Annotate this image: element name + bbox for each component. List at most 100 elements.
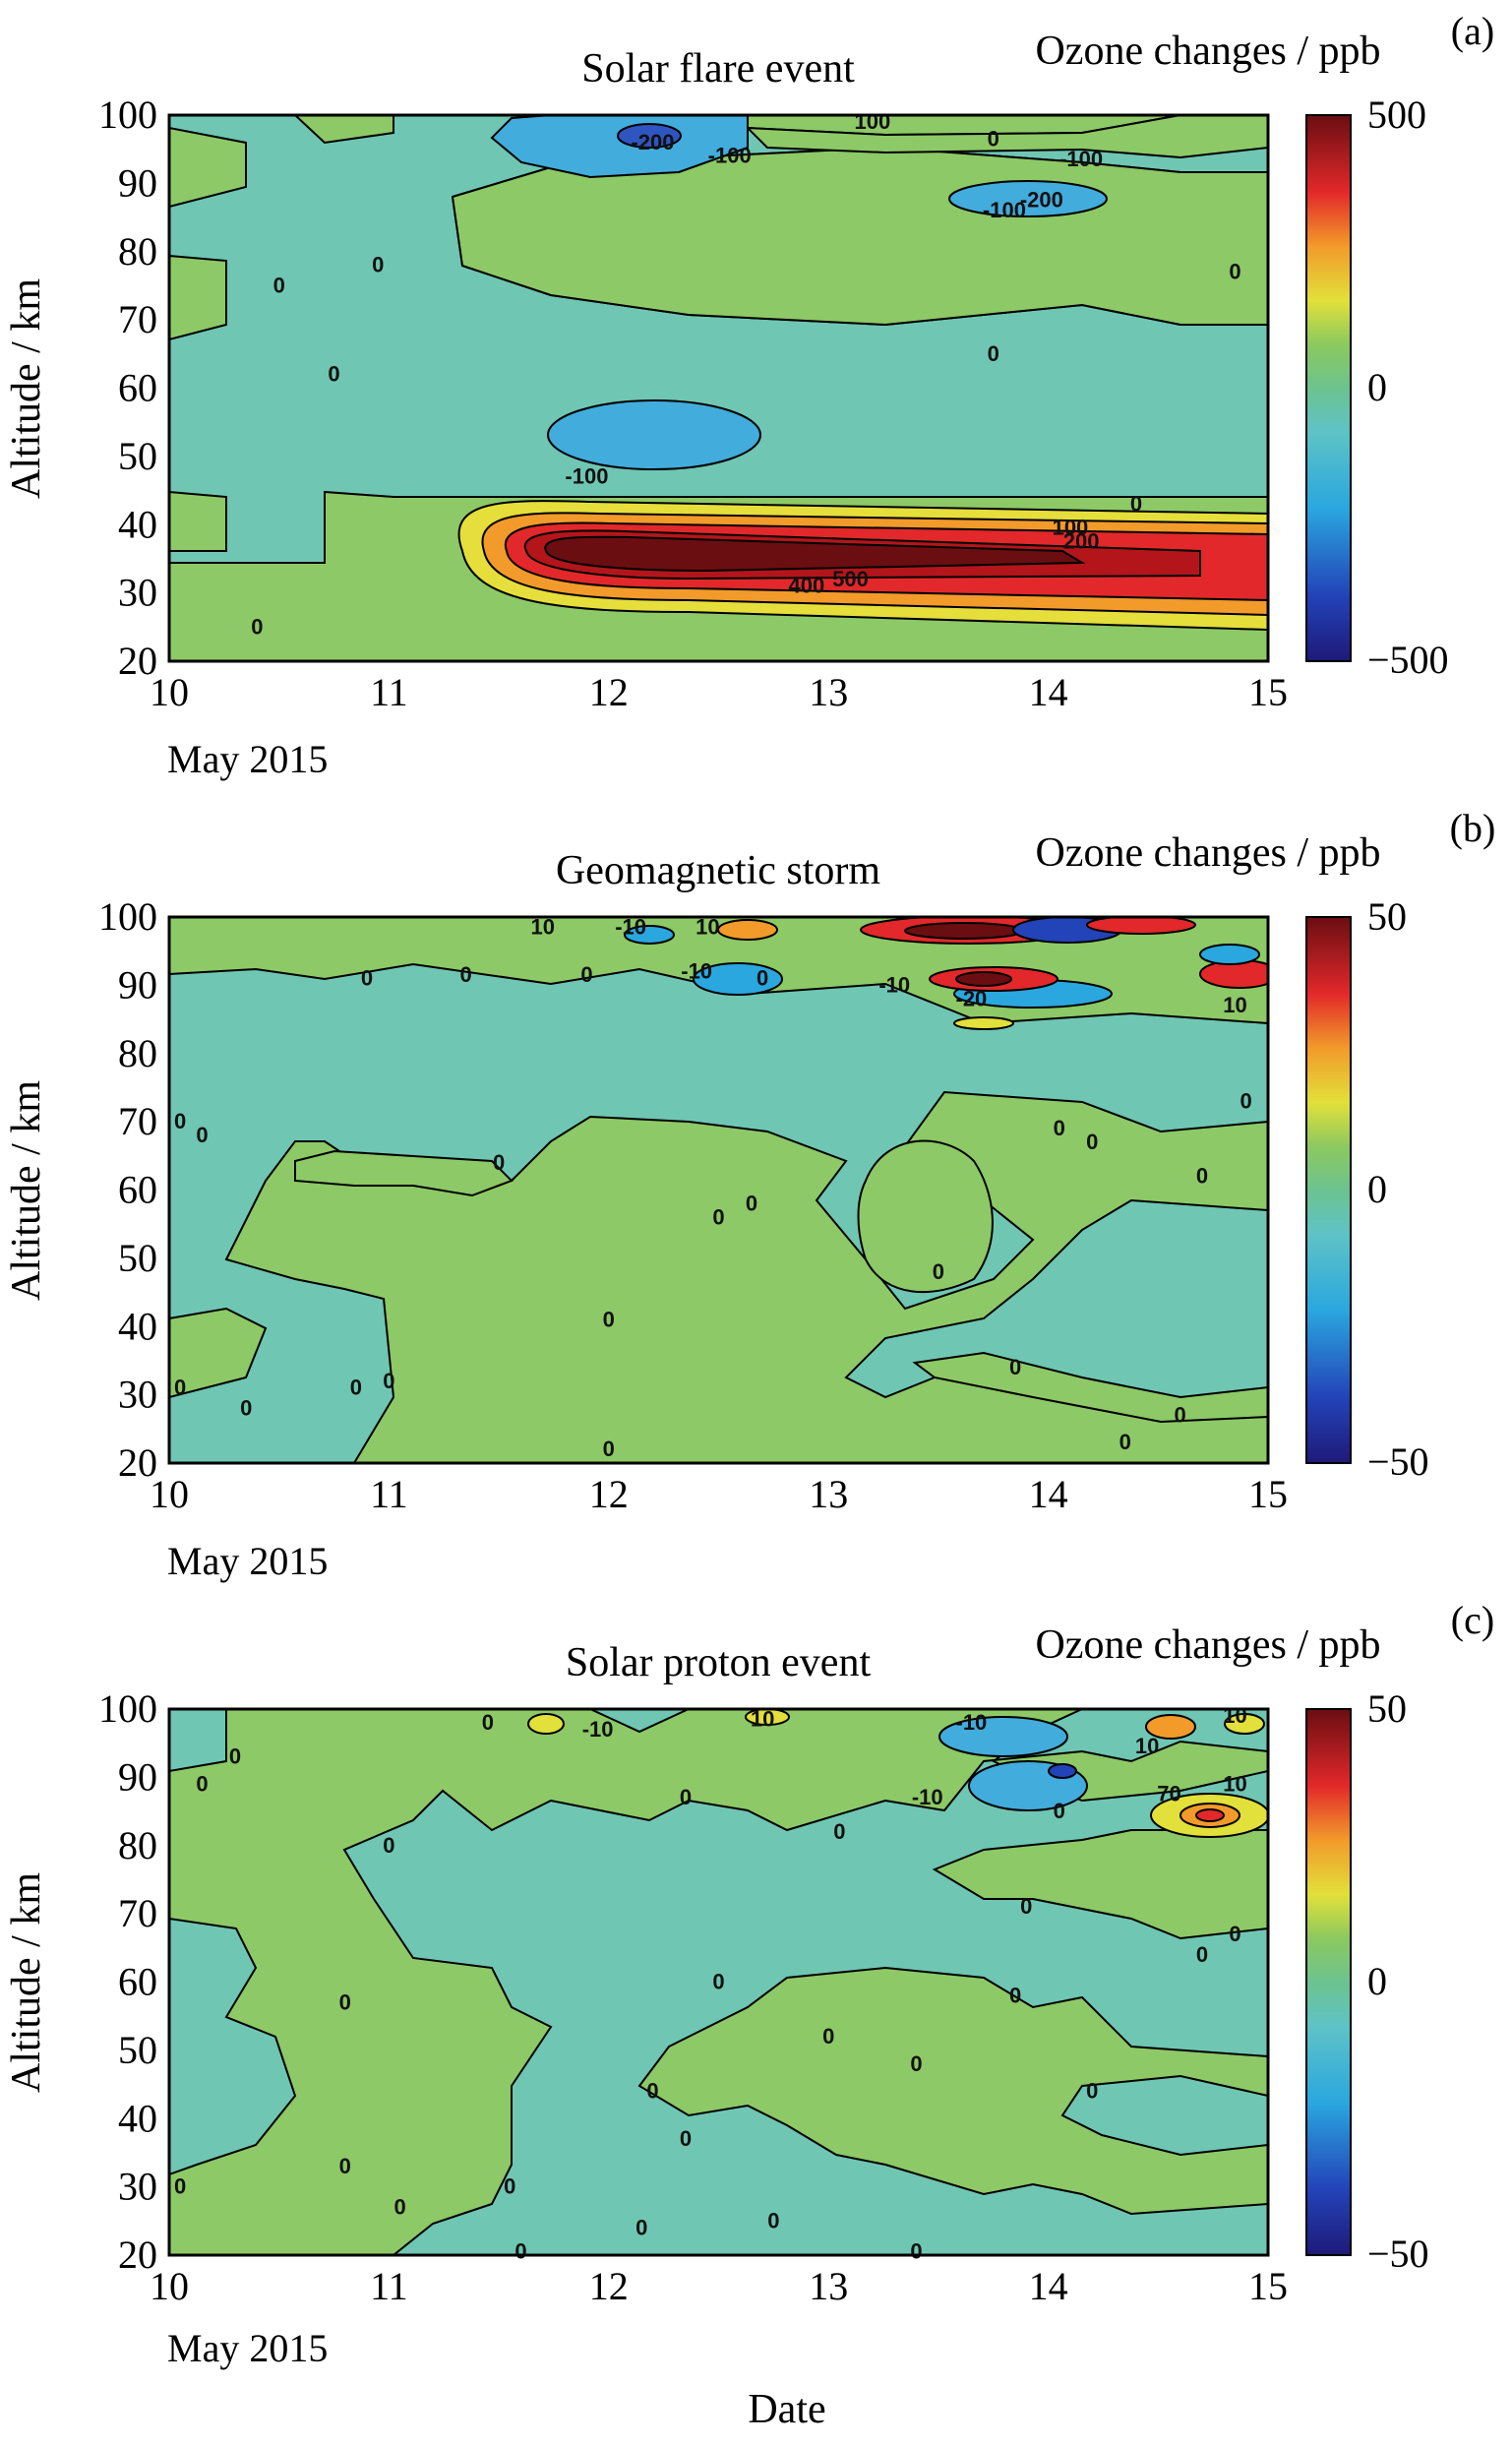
- panel-c-contour-label: 0: [1196, 1942, 1208, 1967]
- panel-a-frame: [167, 113, 1270, 663]
- panel-b-pos-blob-4: [955, 971, 1012, 987]
- panel-a-contour-label: 0: [1229, 260, 1240, 284]
- panel-a-contour-label: 0: [988, 126, 999, 151]
- panel-a-neg-100-blob: [490, 115, 749, 179]
- panel-c-contour-label: 0: [712, 1970, 724, 1994]
- panel-c-contour-label: 0: [822, 2024, 834, 2049]
- panel-a-ytick-label: 30: [118, 571, 157, 615]
- panel-b-ytick-label: 60: [118, 1168, 157, 1212]
- panel-c-cb-tick-top: 50: [1367, 1686, 1407, 1731]
- panel-c-ytick-label: 20: [118, 2233, 157, 2277]
- panel-b-green-band-mid: [294, 1149, 514, 1197]
- panel-b-contour-label: 0: [1119, 1430, 1131, 1454]
- panel-b-field: [169, 917, 1268, 1463]
- panel-c-panel-label: (c): [1451, 1598, 1494, 1642]
- panel-b-contour-label: 0: [196, 1123, 208, 1147]
- panel-c-contour-label: 0: [393, 2194, 405, 2219]
- panel-b-contour-label: 0: [350, 1376, 362, 1400]
- panel-c-contour-label: 0: [383, 1833, 394, 1858]
- panel-a-yticks: 100 90 80 70 60 50 40 30 20: [98, 92, 157, 683]
- panel-c-teal-region: [169, 1709, 1268, 2255]
- panel-c-contour-label: 0: [1086, 2079, 1098, 2104]
- panel-a-contour-label: 0: [1130, 491, 1142, 516]
- panel-b-contour-label: 0: [933, 1259, 944, 1284]
- panel-b-green-loop: [857, 1139, 994, 1294]
- panel-c-contour-label: 0: [833, 1819, 845, 1844]
- panel-c-teal-right: [1060, 2074, 1268, 2157]
- panel-c-contour-label: 0: [635, 2215, 647, 2239]
- panel-c-contour-label: 0: [482, 1710, 494, 1735]
- panel-a-contour-label: -200: [631, 130, 674, 154]
- panel-a-ytick-label: 100: [98, 92, 157, 137]
- panel-c-teal-left: [169, 1917, 297, 2176]
- panel-a-neg-100-blob-3: [547, 399, 761, 470]
- panel-a-ytick-label: 70: [118, 297, 157, 341]
- panel-b-contour-label: 0: [361, 965, 373, 990]
- panel-c-ytick-label: 70: [118, 1891, 157, 1935]
- panel-a-xtick-label: 11: [370, 670, 408, 714]
- panel-a-x-sublabel: May 2015: [167, 737, 328, 781]
- panel-a-xtick-label: 15: [1248, 670, 1288, 714]
- panel-a-cb-tick-mid: 0: [1367, 365, 1387, 409]
- panel-a-xtick-label: 13: [809, 670, 848, 714]
- panel-a-contour-label: 0: [251, 614, 263, 639]
- panel-c-ytick-label: 50: [118, 2028, 157, 2072]
- panel-c-ytick-label: 90: [118, 1754, 157, 1799]
- panel-c-xtick-label: 13: [809, 2264, 848, 2308]
- panel-b-yellow-blob: [953, 1016, 1014, 1030]
- panel-a-cb-tick-bottom: −500: [1367, 638, 1449, 682]
- panel-c-contour-label: -10: [582, 1717, 614, 1742]
- panel-c-contour-label: -10: [956, 1710, 988, 1735]
- panel-b-contour-label: 10: [696, 914, 719, 939]
- panel-a-xticks: 10 11 12 13 14 15: [150, 670, 1288, 714]
- panel-c-cb-tick-bottom: −50: [1367, 2232, 1429, 2276]
- panel-b-title: Geomagnetic storm: [556, 848, 880, 893]
- panel-a-contour-label: -100: [708, 144, 752, 168]
- panel-a-ytick-label: 40: [118, 502, 157, 546]
- panel-c-cb-tick-mid: 0: [1367, 1959, 1387, 2003]
- panel-b-ytick-label: 100: [98, 894, 157, 939]
- panel-c-contour-label: 0: [910, 2239, 922, 2264]
- panel-c-ytick-label: 40: [118, 2096, 157, 2140]
- panel-b-contour-label: 0: [603, 1307, 615, 1331]
- panel-b-panel-label: (b): [1450, 806, 1496, 850]
- panel-c-contour-label: 10: [751, 1706, 774, 1731]
- panel-a-contour-label: -100: [1059, 147, 1103, 171]
- panel-c-xlabel: Date: [748, 2387, 825, 2432]
- panel-b-contour-label: 0: [746, 1191, 757, 1215]
- panel-a-xtick-label: 12: [589, 670, 629, 714]
- panel-a-ytick-label: 80: [118, 229, 157, 274]
- panel-c-xtick-label: 15: [1248, 2264, 1288, 2308]
- panel-b-ytick-label: 50: [118, 1236, 157, 1280]
- panel-b-contour-label: 0: [240, 1396, 252, 1421]
- panel-c-contour-label: 0: [339, 2154, 351, 2178]
- panel-a: -200-1001000-100-200-10000000-1000100200…: [4, 9, 1494, 781]
- panel-b-xtick-label: 13: [809, 1472, 848, 1516]
- panel-c-contour-label: 0: [910, 2051, 922, 2076]
- panel-b-contour-label: 0: [756, 965, 768, 990]
- panel-a-cb-tick-top: 500: [1367, 92, 1426, 137]
- panel-a-xtick-label: 10: [150, 670, 189, 714]
- panel-b-neg-blob-4: [693, 962, 783, 996]
- panel-c-contour-label: 0: [514, 2239, 526, 2264]
- panel-c-contour-label: 0: [1054, 1799, 1065, 1823]
- panel-b-xtick-label: 15: [1248, 1472, 1288, 1516]
- panel-c-pos-blob-7: [745, 1709, 790, 1726]
- panel-b-cb-tick-top: 50: [1367, 894, 1407, 939]
- panel-b-yticks: 100 90 80 70 60 50 40 30 20: [98, 894, 157, 1485]
- panel-b-contour-label: -10: [878, 972, 910, 997]
- panel-c-ytick-label: 30: [118, 2165, 157, 2209]
- panel-a-ylabel: Altitude / km: [4, 278, 49, 499]
- panel-c-contour-label: 0: [174, 2174, 186, 2199]
- panel-b-ytick-label: 20: [118, 1440, 157, 1485]
- panel-b-xtick-label: 11: [370, 1472, 408, 1516]
- panel-c-contour-label: 70: [1157, 1782, 1180, 1806]
- panel-c-pos-blob-6: [527, 1713, 565, 1735]
- panel-c-contour-label: 10: [1135, 1734, 1159, 1758]
- panel-b-ytick-label: 80: [118, 1031, 157, 1075]
- panel-c-contour-label: 0: [646, 2079, 658, 2104]
- panel-c-contour-label: 0: [680, 1785, 692, 1809]
- panel-c-title: Solar proton event: [566, 1640, 872, 1685]
- panel-a-contour-labels: -200-1001000-100-200-10000000-1000100200…: [251, 109, 1240, 639]
